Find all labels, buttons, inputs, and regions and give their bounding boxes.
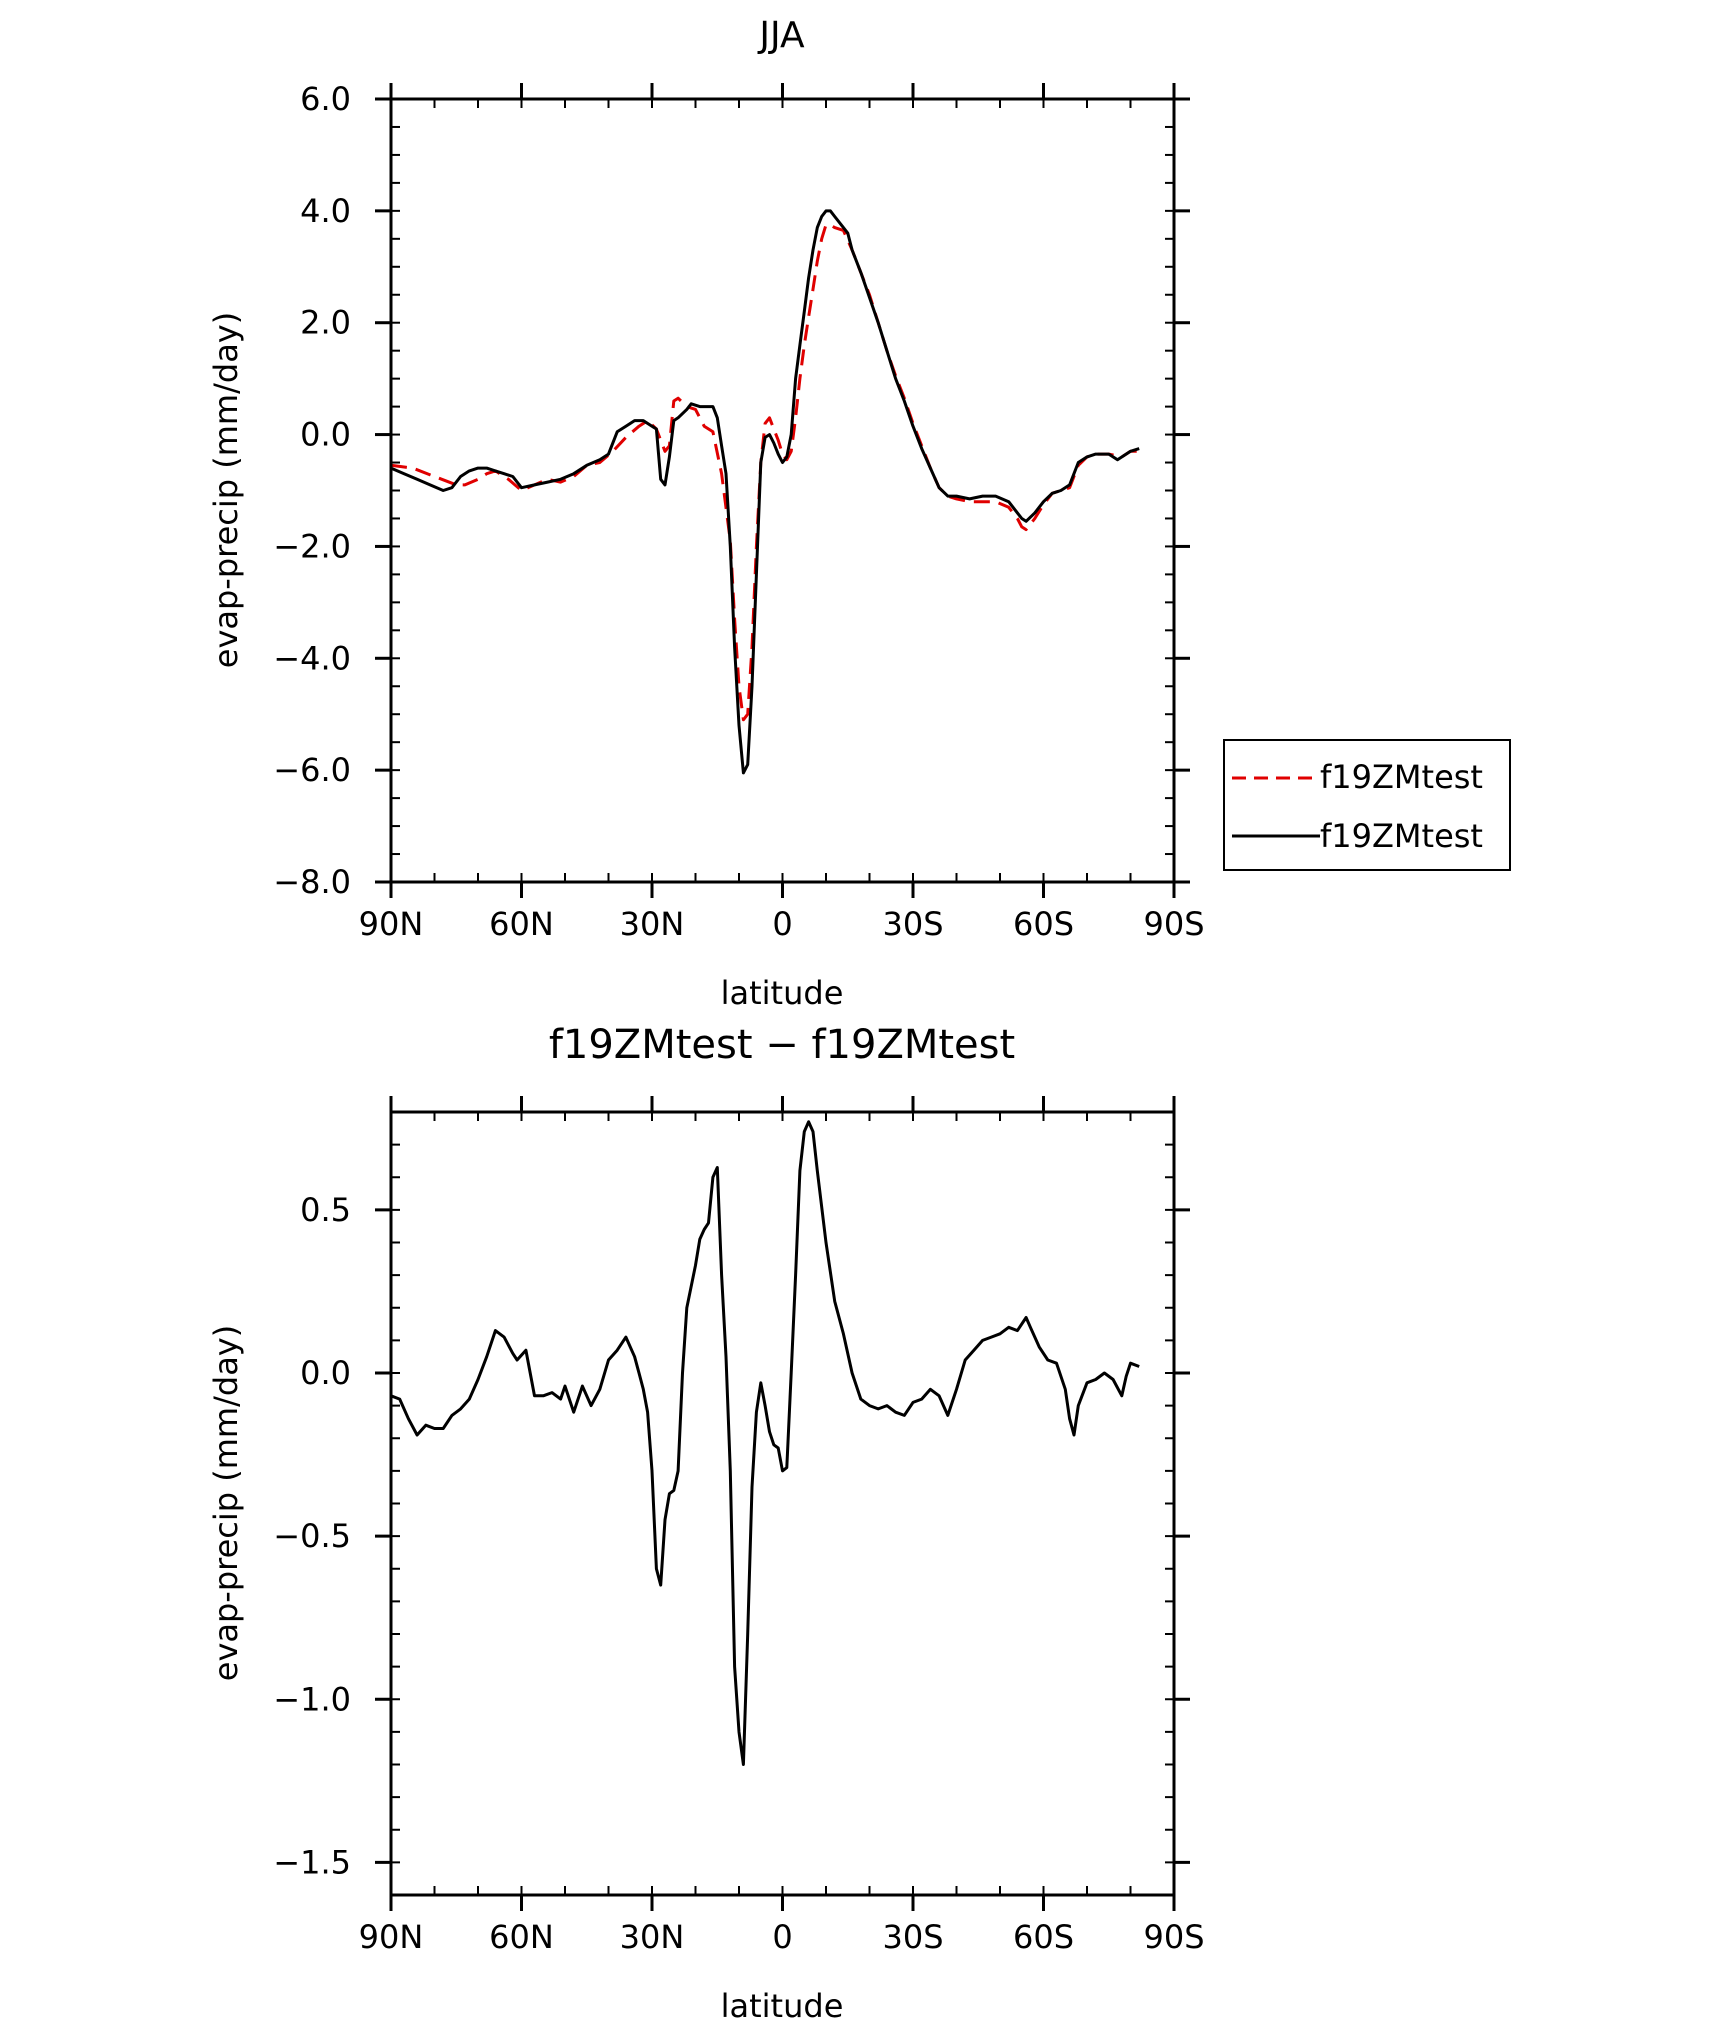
y-tick-label: −1.0	[273, 1680, 351, 1718]
y-tick-label: 0.0	[300, 1354, 351, 1392]
y-tick-label: −0.5	[273, 1517, 351, 1555]
legend-box	[1223, 739, 1511, 871]
y-tick-label: −4.0	[273, 639, 351, 677]
chart-title-bottom: f19ZMtest − f19ZMtest	[549, 1022, 1015, 1068]
x-tick-label: 90N	[359, 1918, 424, 1956]
ticks-bottom	[375, 1096, 1190, 1911]
series-layer-top	[390, 209, 1140, 775]
legend-label-1: f19ZMtest	[1320, 758, 1483, 796]
y-tick-label: −1.5	[273, 1843, 351, 1881]
x-axis-label-top: latitude	[721, 974, 844, 1012]
y-axis-label-top: evap-precip (mm/day)	[207, 312, 245, 668]
x-tick-label: 90S	[1143, 1918, 1204, 1956]
plot-frame-bottom	[389, 1110, 1176, 1897]
panel-top: JJA 6.0 4.0 2.0 0.0 −2.0 −4.0 −6.0 −8.0 90N 60N 3…	[207, 15, 1511, 1012]
panel-bottom: f19ZMtest − f19ZMtest 0.5 0.0 −0.5 −1.0 −1.5…	[207, 1022, 1205, 2021]
x-tick-label: 60S	[1013, 1918, 1074, 1956]
legend-label-2: f19ZMtest	[1320, 817, 1483, 855]
y-tick-label: 2.0	[300, 304, 351, 342]
y-tick-labels-bottom: 0.5 0.0 −0.5 −1.0 −1.5	[273, 1191, 351, 1882]
x-tick-label: 30N	[620, 905, 685, 943]
series-line-1	[390, 1120, 1140, 1766]
chart-title-top: JJA	[757, 15, 805, 56]
x-tick-label: 90N	[359, 905, 424, 943]
x-tick-label: 60N	[489, 1918, 554, 1956]
ticks-top	[375, 83, 1190, 898]
series-line-1	[390, 223, 1140, 722]
legend: f19ZMtest f19ZMtest	[1223, 739, 1511, 871]
x-axis-label-bottom: latitude	[721, 1987, 844, 2021]
y-tick-label: −8.0	[273, 863, 351, 901]
y-tick-labels-top: 6.0 4.0 2.0 0.0 −2.0 −4.0 −6.0 −8.0	[273, 80, 351, 901]
x-tick-label: 90S	[1143, 905, 1204, 943]
y-axis-label-bottom: evap-precip (mm/day)	[207, 1325, 245, 1681]
x-tick-label: 60N	[489, 905, 554, 943]
y-tick-label: −6.0	[273, 751, 351, 789]
x-tick-label: 30S	[882, 905, 943, 943]
series-layer-bottom	[390, 1120, 1140, 1766]
x-tick-label: 0	[772, 905, 792, 943]
series-line-2	[390, 209, 1140, 775]
x-tick-label: 0	[772, 1918, 792, 1956]
y-tick-label: 0.0	[300, 416, 351, 454]
x-tick-labels-top: 90N 60N 30N 0 30S 60S 90S	[359, 905, 1205, 943]
y-tick-label: −2.0	[273, 527, 351, 565]
x-tick-label: 30S	[882, 1918, 943, 1956]
x-tick-label: 30N	[620, 1918, 685, 1956]
x-tick-labels-bottom: 90N 60N 30N 0 30S 60S 90S	[359, 1918, 1205, 1956]
y-tick-label: 4.0	[300, 192, 351, 230]
x-tick-label: 60S	[1013, 905, 1074, 943]
y-tick-label: 6.0	[300, 80, 351, 118]
y-tick-label: 0.5	[300, 1191, 351, 1229]
